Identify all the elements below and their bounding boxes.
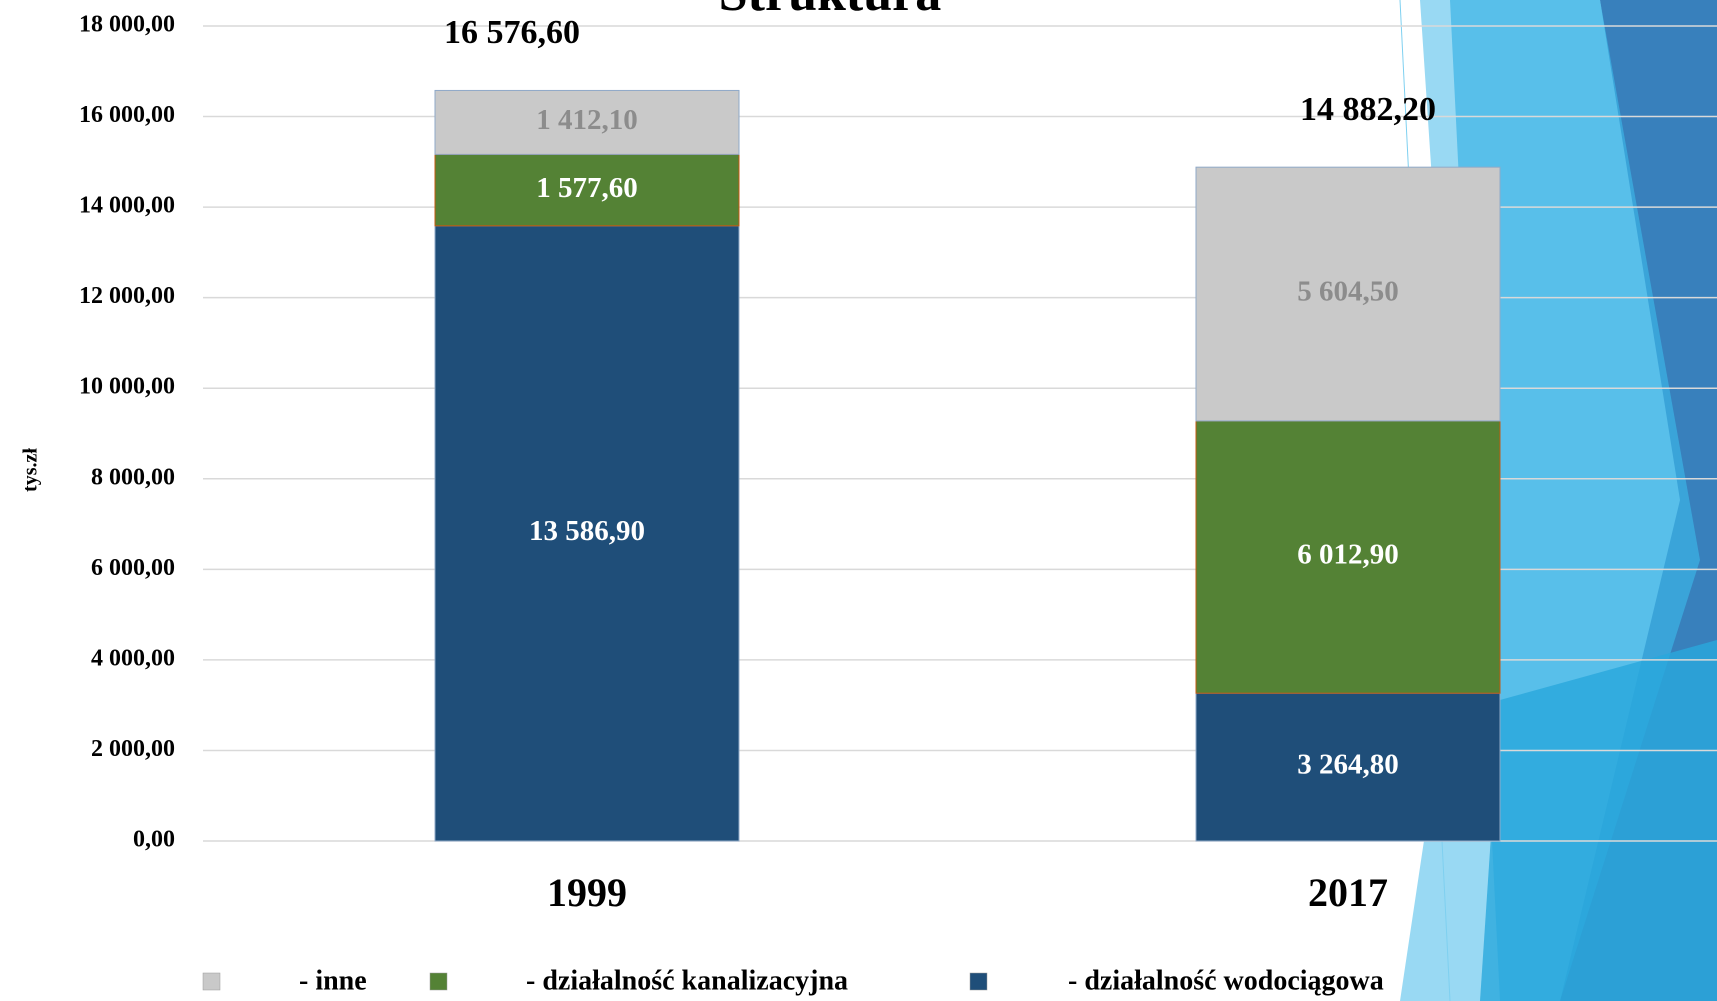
bar-segment	[1195, 166, 1501, 422]
y-axis-label: tys.zł	[20, 448, 42, 492]
legend-swatch	[202, 972, 221, 991]
bar-segment	[434, 225, 740, 842]
x-tick-label: 2017	[1308, 870, 1388, 915]
legend-swatch	[429, 972, 448, 991]
y-tick-label: 18 000,00	[79, 12, 175, 38]
bar-segment	[434, 89, 740, 155]
x-tick-label: 1999	[547, 870, 627, 915]
value-label: 1 577,60	[536, 172, 638, 204]
bar-segment	[434, 153, 740, 227]
legend-swatch	[969, 972, 988, 991]
y-tick-label: 6 000,00	[91, 555, 175, 581]
y-tick-label: 14 000,00	[79, 193, 175, 219]
legend-label: - inne	[299, 965, 367, 996]
y-tick-label: 4 000,00	[91, 645, 175, 671]
y-tick-label: 2 000,00	[91, 736, 175, 762]
total-label: 16 576,60	[444, 14, 580, 51]
bar-segment	[1195, 692, 1501, 842]
y-tick-label: 0,00	[133, 827, 175, 853]
y-tick-label: 8 000,00	[91, 464, 175, 490]
y-tick-label: 16 000,00	[79, 102, 175, 128]
chart-title: Struktura	[719, 0, 941, 22]
value-label: 6 012,90	[1297, 539, 1399, 571]
y-tick-label: 10 000,00	[79, 374, 175, 400]
value-label: 5 604,50	[1297, 276, 1399, 308]
value-label: 13 586,90	[529, 515, 645, 547]
total-label: 14 882,20	[1300, 91, 1436, 128]
value-label: 3 264,80	[1297, 749, 1399, 781]
y-tick-label: 12 000,00	[79, 283, 175, 309]
legend-label: - działalność wodociągowa	[1068, 965, 1384, 996]
value-label: 1 412,10	[536, 104, 638, 136]
legend-label: - działalność kanalizacyjna	[526, 965, 848, 996]
